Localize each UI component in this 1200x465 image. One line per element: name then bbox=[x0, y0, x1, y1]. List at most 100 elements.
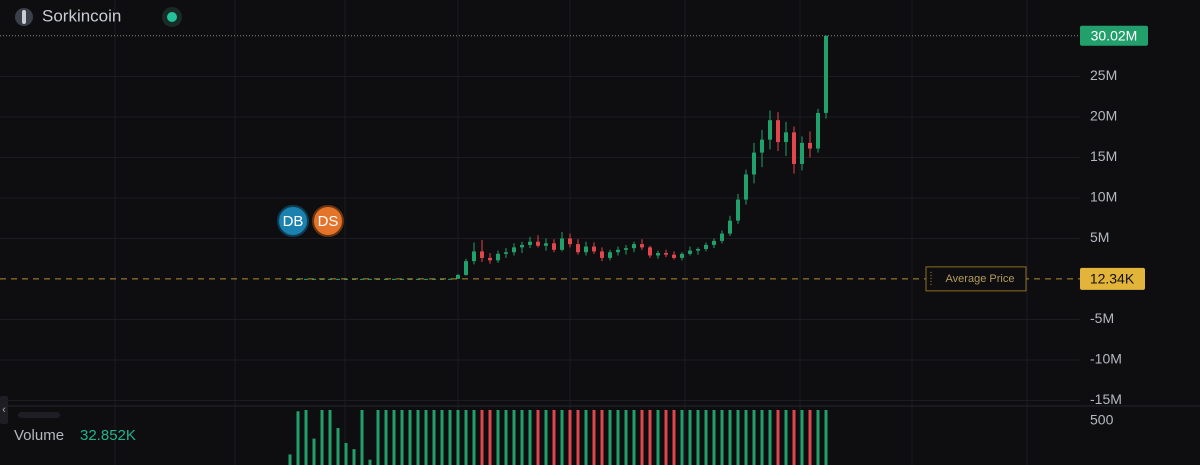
coin-icon-figure bbox=[22, 10, 26, 24]
volume-bar bbox=[488, 410, 492, 465]
candle-body bbox=[304, 278, 308, 280]
volume-bar bbox=[776, 410, 780, 465]
volume-bar bbox=[688, 410, 692, 465]
candle-body bbox=[312, 278, 316, 280]
volume-bar bbox=[736, 410, 740, 465]
badge[interactable] bbox=[277, 205, 309, 237]
candle-body bbox=[816, 112, 820, 149]
candle-body bbox=[432, 278, 436, 280]
candle-body bbox=[456, 274, 460, 279]
average-price-name: Average Price bbox=[946, 273, 1015, 285]
volume-bar bbox=[704, 410, 708, 465]
volume-bar bbox=[472, 410, 476, 465]
y-tick-label: -15M bbox=[1090, 391, 1122, 407]
candle-body bbox=[680, 253, 684, 258]
candle-body bbox=[536, 241, 540, 246]
candle-body bbox=[528, 241, 532, 245]
volume-bar bbox=[528, 410, 532, 465]
candle-body bbox=[464, 261, 468, 275]
candle-body bbox=[792, 132, 796, 164]
candle-body bbox=[824, 35, 828, 113]
candle-body bbox=[800, 142, 804, 164]
candle-body bbox=[328, 278, 332, 280]
y-tick-label: -5M bbox=[1090, 310, 1114, 326]
volume-bar bbox=[456, 410, 460, 465]
candle-body bbox=[760, 139, 764, 153]
candle-body bbox=[592, 246, 596, 252]
candle-body bbox=[616, 249, 620, 253]
candle-body bbox=[648, 247, 652, 256]
candle-body bbox=[624, 248, 628, 250]
volume-bar bbox=[400, 410, 404, 465]
badge[interactable] bbox=[312, 205, 344, 237]
candle-body bbox=[376, 278, 380, 280]
badge-label: DS bbox=[318, 213, 339, 230]
candle-body bbox=[704, 244, 708, 249]
symbol-title: Sorkincoin bbox=[42, 6, 121, 25]
volume-bar bbox=[360, 410, 364, 465]
candle-body bbox=[296, 278, 300, 280]
volume-bar bbox=[312, 438, 316, 465]
volume-bar bbox=[504, 410, 508, 465]
volume-bar bbox=[344, 443, 348, 465]
candle-body bbox=[576, 244, 580, 253]
last-price-label: 30.02M bbox=[1091, 28, 1138, 44]
collapse-tab[interactable] bbox=[0, 396, 8, 424]
volume-bar bbox=[752, 410, 756, 465]
candle-body bbox=[568, 238, 572, 245]
candle-body bbox=[752, 152, 756, 175]
average-price-box bbox=[1080, 267, 1145, 290]
volume-bar bbox=[592, 410, 596, 465]
candle-body bbox=[360, 278, 364, 280]
volume-bar bbox=[520, 410, 524, 465]
volume-bar bbox=[728, 410, 732, 465]
candle-body bbox=[784, 132, 788, 143]
candle-body bbox=[392, 278, 396, 280]
volume-bar bbox=[616, 410, 620, 465]
candle-body bbox=[448, 278, 452, 280]
candle-body bbox=[488, 257, 492, 261]
candle-body bbox=[336, 278, 340, 280]
candle-body bbox=[424, 278, 428, 280]
volume-bar bbox=[816, 410, 820, 465]
volume-bar bbox=[464, 410, 468, 465]
status-dot bbox=[167, 12, 177, 22]
candle-body bbox=[664, 253, 668, 255]
volume-bar bbox=[480, 410, 484, 465]
volume-bar bbox=[352, 449, 356, 465]
candle-body bbox=[696, 248, 700, 251]
volume-bar bbox=[608, 410, 612, 465]
average-price-label: 12.34K bbox=[1090, 271, 1135, 287]
candle-body bbox=[656, 253, 660, 256]
candle-body bbox=[416, 278, 420, 280]
candle-body bbox=[672, 254, 676, 258]
volume-bar bbox=[768, 410, 772, 465]
volume-toolbar bbox=[18, 412, 60, 418]
volume-bar bbox=[576, 410, 580, 465]
candle-body bbox=[608, 252, 612, 258]
candle-body bbox=[496, 253, 500, 261]
collapse-arrow: ‹ bbox=[2, 404, 6, 416]
candle-body bbox=[352, 278, 356, 280]
volume-bar bbox=[624, 410, 628, 465]
candle-body bbox=[480, 251, 484, 258]
volume-bar bbox=[288, 454, 292, 465]
volume-bar bbox=[632, 410, 636, 465]
candle-body bbox=[744, 174, 748, 200]
candle-body bbox=[640, 244, 644, 248]
candle-body bbox=[288, 278, 292, 280]
last-price-box bbox=[1080, 25, 1148, 46]
grid-vertical bbox=[114, 0, 1028, 465]
volume-bar bbox=[824, 410, 828, 465]
volume-bar bbox=[696, 410, 700, 465]
volume-bar bbox=[760, 410, 764, 465]
candle-body bbox=[552, 243, 556, 250]
volume-bar bbox=[744, 410, 748, 465]
y-tick-label: 15M bbox=[1090, 148, 1117, 164]
candle-body bbox=[728, 220, 732, 234]
volume-bar bbox=[672, 410, 676, 465]
candle-body bbox=[560, 238, 564, 250]
volume-bar bbox=[320, 410, 324, 465]
